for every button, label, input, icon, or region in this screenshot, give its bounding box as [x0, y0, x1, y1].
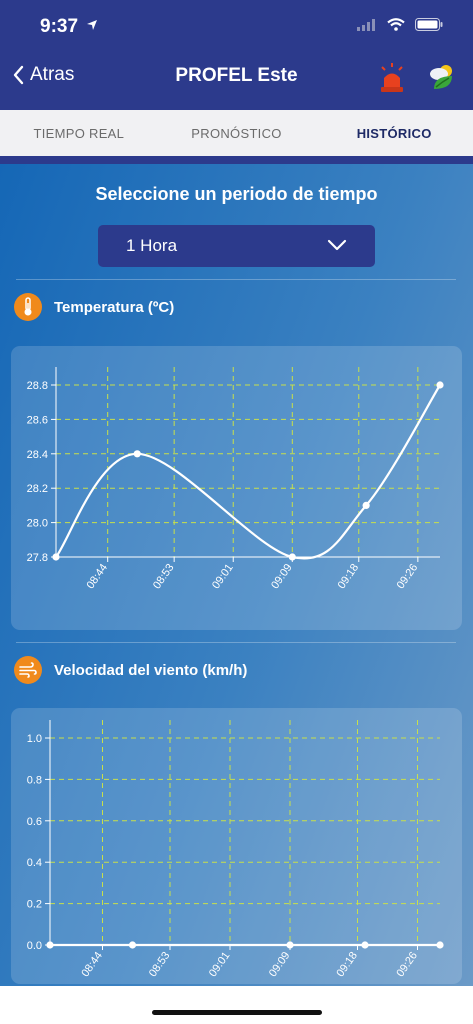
temperature-title: Temperatura (ºC): [54, 298, 175, 316]
x-tick-label: 08:53: [151, 562, 177, 591]
data-point: [128, 941, 137, 949]
data-point: [288, 553, 296, 561]
divider: [16, 279, 456, 280]
x-tick-label: 09:18: [336, 562, 362, 591]
data-point: [436, 941, 444, 949]
x-tick-label: 09:26: [395, 562, 421, 591]
back-button[interactable]: Atras: [12, 64, 74, 86]
status-icons: [357, 18, 443, 31]
y-tick-label: 28.0: [27, 518, 48, 530]
data-point: [46, 941, 54, 949]
y-tick-label: 0.4: [27, 857, 42, 869]
x-tick-label: 09:26: [394, 950, 420, 979]
back-label: Atras: [30, 64, 75, 85]
period-dropdown[interactable]: 1 Hora: [98, 225, 375, 267]
y-tick-label: 28.6: [27, 414, 48, 426]
wind-header: Velocidad del viento (km/h): [14, 656, 247, 684]
x-tick-label: 08:44: [85, 562, 111, 591]
wind-title: Velocidad del viento (km/h): [54, 661, 248, 679]
thermometer-icon: [14, 293, 42, 321]
x-tick-label: 09:01: [207, 950, 233, 979]
series-line: [55, 384, 441, 560]
chevron-down-icon: [327, 239, 347, 251]
x-tick-label: 08:53: [147, 950, 173, 979]
temperature-chart: 27.8 28.0 28.2 28.4 28.6 28.8 08:44 08:53 09:01 0…: [27, 367, 444, 591]
data-point: [133, 450, 141, 458]
x-tick-label: 09:18: [334, 950, 360, 979]
location-arrow-icon: [87, 20, 97, 30]
data-point: [361, 941, 369, 949]
tab-pronostico[interactable]: PRONÓSTICO: [191, 125, 282, 141]
y-tick-label: 0.2: [27, 899, 42, 911]
chevron-left-icon: [13, 65, 24, 85]
temperature-chart-card: 27.8 28.0 28.2 28.4 28.6 28.8 08:44 08:53 09:01 0…: [11, 346, 462, 630]
home-area: [0, 986, 473, 1024]
y-tick-label: 28.8: [27, 380, 48, 392]
x-tick-label: 09:01: [210, 562, 236, 591]
tab-bar: TIEMPO REAL PRONÓSTICO HISTÓRICO: [0, 110, 473, 156]
period-title: Seleccione un periodo de tiempo: [95, 184, 378, 204]
top-bar: 9:37 Atras PROFEL Este: [0, 0, 473, 110]
weather-leaf-icon[interactable]: [428, 62, 458, 92]
data-point: [52, 553, 60, 561]
x-tick-label: 09:09: [269, 562, 295, 591]
battery-icon: [415, 18, 443, 31]
temperature-header: Temperatura (ºC): [14, 293, 174, 321]
wind-chart: 0.0 0.2 0.4 0.6 0.8 1.0 08:44 08:53 09:01 09:09 09…: [27, 720, 444, 979]
period-selected-value: 1 Hora: [126, 236, 178, 255]
y-tick-label: 28.2: [27, 483, 48, 495]
y-tick-label: 28.4: [27, 449, 48, 461]
tab-tiempo-real[interactable]: TIEMPO REAL: [33, 125, 125, 141]
y-tick-label: 27.8: [27, 552, 48, 564]
y-tick-label: 0.6: [27, 816, 42, 828]
main-content: Seleccione un periodo de tiempo 1 Hora T…: [0, 156, 473, 986]
tab-historico[interactable]: HISTÓRICO: [356, 125, 432, 141]
alarm-siren-icon[interactable]: [379, 63, 405, 93]
home-indicator[interactable]: [152, 1010, 322, 1015]
data-point: [362, 501, 370, 509]
wifi-icon: [387, 18, 405, 31]
page-title: PROFEL Este: [175, 65, 298, 86]
x-tick-label: 09:09: [267, 950, 293, 979]
data-point: [286, 941, 294, 949]
signal-icon: [357, 18, 375, 31]
divider: [16, 642, 456, 643]
y-tick-label: 1.0: [27, 733, 42, 745]
status-time: 9:37: [40, 16, 79, 37]
x-tick-label: 08:44: [79, 950, 105, 979]
y-tick-label: 0.8: [27, 774, 42, 786]
data-point: [436, 381, 444, 389]
y-tick-label: 0.0: [27, 940, 42, 952]
wind-chart-card: 0.0 0.2 0.4 0.6 0.8 1.0 08:44 08:53 09:01 09:09 09…: [11, 708, 462, 984]
wind-icon: [14, 656, 42, 684]
